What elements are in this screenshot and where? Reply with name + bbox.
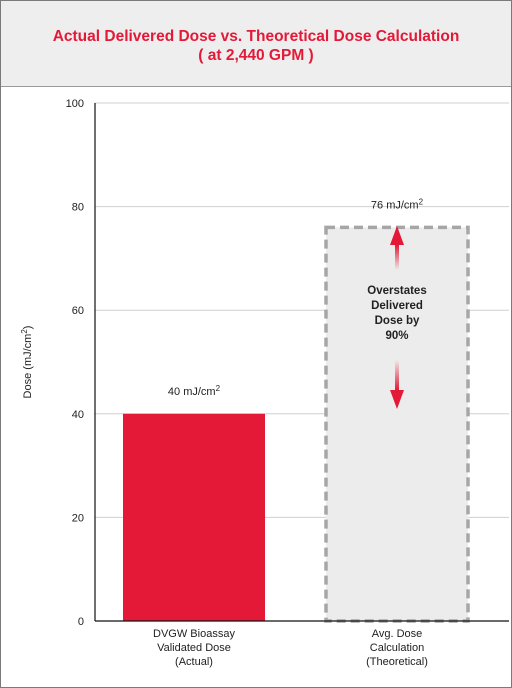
data-label-1-superscript: 2 xyxy=(419,197,424,206)
arrow-up-head xyxy=(390,226,404,245)
category-label-1-1: Calculation xyxy=(370,642,424,654)
y-axis-label-superscript: 2 xyxy=(20,329,29,334)
annotation-line-3: 90% xyxy=(385,330,408,342)
y-tick-label-20: 20 xyxy=(72,512,84,524)
y-tick-label-100: 100 xyxy=(66,98,84,110)
bar-chart: 0 20 40 60 80 100 40 mJ/cm2 DVGW Bioassay Valida… xyxy=(20,98,509,668)
data-label-0-superscript: 2 xyxy=(216,383,221,392)
bar-theoretical xyxy=(324,225,470,623)
annotation-line-0: Overstates xyxy=(367,285,426,297)
category-label-1-2: (Theoretical) xyxy=(366,656,428,668)
data-label-0: 40 mJ/cm2 xyxy=(168,383,221,398)
annotation-line-1: Delivered xyxy=(371,300,423,312)
y-tick-label-40: 40 xyxy=(72,409,84,421)
y-tick-label-60: 60 xyxy=(72,305,84,317)
arrow-up-shaft xyxy=(395,245,399,270)
category-label-0-1: Validated Dose xyxy=(157,642,231,654)
chart-title-line-2: ( at 2,440 GPM ) xyxy=(198,46,314,64)
chart-title-line-1: Actual Delivered Dose vs. Theoretical Do… xyxy=(52,27,460,45)
y-axis-label: Dose (mJ/cm2) xyxy=(20,326,35,399)
category-label-1-0: Avg. Dose xyxy=(372,628,423,640)
arrow-down-head xyxy=(390,390,404,409)
annotation-line-2: Dose by xyxy=(375,315,420,327)
y-tick-label-0: 0 xyxy=(78,616,84,628)
category-label-0-2: (Actual) xyxy=(175,656,213,668)
arrow-down-shaft xyxy=(395,360,399,390)
category-label-0-0: DVGW Bioassay xyxy=(153,628,235,640)
bar-actual xyxy=(123,413,265,621)
labels: 0 20 40 60 80 100 40 mJ/cm2 DVGW Bioassay Valida… xyxy=(20,98,428,668)
y-tick-label-80: 80 xyxy=(72,202,84,214)
data-label-1: 76 mJ/cm2 xyxy=(371,197,424,212)
bars xyxy=(123,225,470,623)
axes xyxy=(94,103,509,622)
chart-header: Actual Delivered Dose vs. Theoretical Do… xyxy=(1,1,511,87)
